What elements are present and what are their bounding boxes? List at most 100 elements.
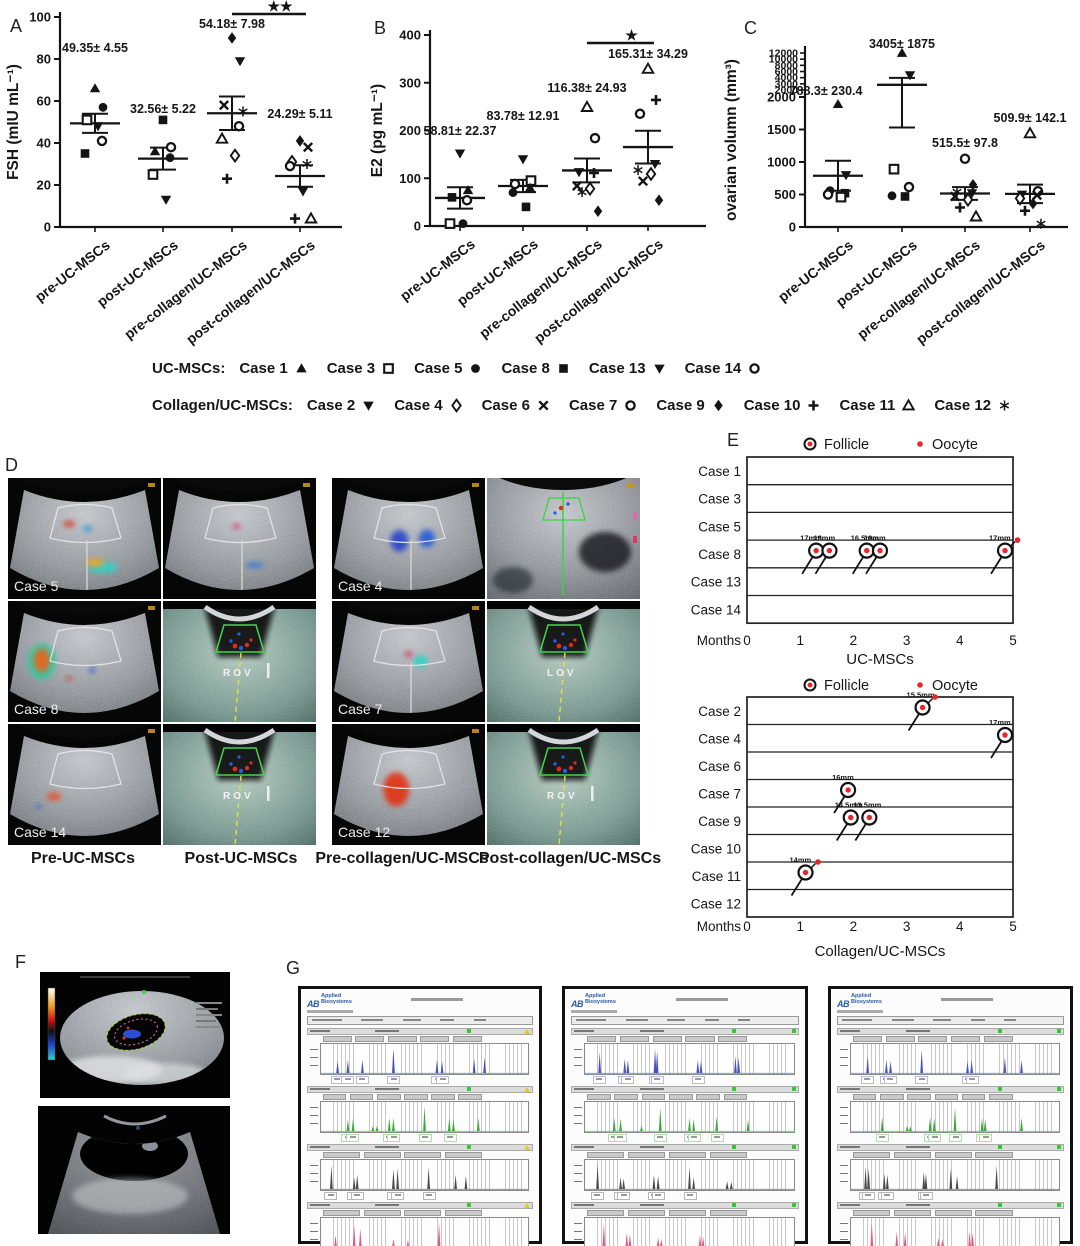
doppler-flow-blob bbox=[82, 525, 93, 532]
marker-tdf-icon bbox=[653, 364, 665, 374]
marker-tuf-icon bbox=[296, 362, 307, 372]
marker-circle-open bbox=[165, 141, 177, 153]
svg-text:8000: 8000 bbox=[775, 60, 799, 72]
mean-sem-label: 49.35± 4.55 bbox=[62, 41, 128, 55]
follicle-size-label: 14mm bbox=[790, 856, 812, 865]
svg-text:400: 400 bbox=[399, 28, 421, 43]
guide-dashed-line bbox=[558, 775, 566, 845]
measure-bar bbox=[591, 786, 594, 801]
roi-trapezoid-outline bbox=[373, 626, 446, 667]
marker-name-row bbox=[571, 1035, 799, 1042]
follicle-stem bbox=[907, 712, 921, 731]
marker-square-open bbox=[147, 169, 159, 180]
trace-plot bbox=[840, 1042, 1060, 1075]
oocyte-marker bbox=[1014, 537, 1021, 543]
track-info-bar bbox=[571, 1085, 799, 1093]
probe-arc bbox=[103, 1114, 167, 1126]
follicle-stem bbox=[865, 555, 878, 575]
marker-name-row bbox=[837, 1209, 1064, 1216]
marker-circle-filled bbox=[98, 102, 108, 112]
marker-diamond-open bbox=[229, 148, 241, 164]
trace-plot bbox=[310, 1216, 529, 1246]
months-axis-label: Months bbox=[697, 633, 742, 648]
marker-diamond-filled bbox=[654, 194, 664, 207]
mean-sem-label: 788.3± 230.4 bbox=[790, 84, 863, 98]
pregnancy-ultrasound-grayscale bbox=[38, 1106, 230, 1234]
timeline-row-label: Case 4 bbox=[698, 731, 741, 746]
marker-diamond-filled bbox=[295, 135, 305, 147]
electropherogram-track bbox=[307, 1143, 533, 1200]
trace-plot bbox=[310, 1042, 529, 1075]
ab-logo-icon: AB bbox=[307, 999, 320, 1009]
marker-triangle-down-filled bbox=[517, 155, 529, 165]
marker-diamond-open bbox=[450, 397, 462, 413]
marker-circle-open bbox=[509, 178, 521, 190]
panel-a-label: A bbox=[10, 16, 23, 36]
doppler-flow-blob bbox=[86, 558, 105, 567]
case-label: Case 8 bbox=[14, 701, 59, 717]
timeline-row-label: Case 13 bbox=[691, 575, 741, 590]
marker-name-row bbox=[571, 1151, 799, 1158]
roi-trapezoid-outline bbox=[49, 626, 122, 667]
ultrasound-pre-image: Case 8 bbox=[8, 601, 161, 722]
ultrasound-bright-image bbox=[487, 478, 640, 599]
marker-name-row bbox=[571, 1093, 799, 1100]
trace-plot bbox=[574, 1158, 795, 1191]
marker-circle-open bbox=[284, 160, 296, 172]
marker-x bbox=[218, 100, 230, 111]
timeline-row-label: Case 3 bbox=[698, 492, 741, 507]
marker-ast-icon bbox=[999, 400, 1010, 410]
marker-square-open bbox=[888, 163, 900, 175]
marker-triangle-up-open bbox=[1023, 126, 1037, 139]
roi-trapezoid-outline bbox=[373, 503, 446, 544]
legend-case-label: Case 4 bbox=[394, 396, 443, 414]
marker-name-row bbox=[307, 1093, 533, 1100]
probe-arc bbox=[203, 604, 276, 622]
allele-call-row bbox=[320, 1133, 529, 1142]
svg-text:1000: 1000 bbox=[767, 155, 796, 170]
legend-case-label: Case 10 bbox=[743, 396, 801, 414]
trace-plot bbox=[310, 1100, 529, 1133]
green-pass-icon bbox=[997, 1086, 1002, 1091]
marker-square-filled bbox=[80, 149, 90, 158]
marker-diamond-open bbox=[962, 192, 974, 208]
ovary-side-label: ROV bbox=[547, 791, 578, 802]
marker-triangle-down-filled bbox=[573, 168, 585, 178]
fetal-doppler-blob bbox=[123, 1029, 141, 1039]
doppler-box bbox=[214, 624, 266, 653]
collagen-uc-mscs-follicle-timeline: Follicle Oocyte Case 2 Case 4 Case 6 Case 7 Ca… bbox=[690, 675, 1080, 967]
follicle-size-label: 17mm bbox=[989, 534, 1011, 543]
timeline-row-label: Case 1 bbox=[698, 464, 741, 479]
marker-triangle-up-open bbox=[580, 99, 594, 112]
ultrasound-cell-case-4: Case 4 bbox=[332, 478, 485, 599]
marker-triangle-up-filled bbox=[832, 98, 844, 109]
svg-text:500: 500 bbox=[774, 187, 796, 202]
follicle-stem bbox=[990, 555, 1003, 575]
svg-text:40: 40 bbox=[37, 136, 51, 151]
ultrasound-pre-image: Case 4 bbox=[332, 478, 485, 599]
case-label: Case 5 bbox=[14, 578, 59, 594]
electropherogram-track bbox=[307, 1027, 533, 1084]
follicle-stem bbox=[835, 822, 849, 841]
oocyte-legend-label: Oocyte bbox=[932, 678, 978, 694]
marker-diamond-filled bbox=[593, 205, 603, 217]
marker-cif-icon bbox=[471, 363, 481, 373]
track-info-bar bbox=[571, 1201, 799, 1209]
y-axis-title: E2 (pg mL⁻¹) bbox=[369, 84, 386, 177]
ultrasound-cell-0-3 bbox=[487, 478, 640, 599]
probe-arc bbox=[527, 727, 600, 745]
svg-text:1500: 1500 bbox=[767, 122, 796, 137]
green-pass-icon bbox=[997, 1202, 1002, 1207]
marker-diamond-filled bbox=[968, 178, 978, 191]
doppler-flow-blob bbox=[89, 667, 96, 673]
legend-case-label: Case 2 bbox=[306, 396, 356, 414]
yellow-flag-icon bbox=[524, 1086, 530, 1092]
tl_col-svg: Follicle Oocyte Case 2 Case 4 Case 6 Case 7 Ca… bbox=[691, 678, 1017, 960]
significance-stars: ★ bbox=[625, 27, 638, 43]
marker-plus bbox=[955, 202, 965, 213]
marker-square-open bbox=[383, 362, 394, 374]
marker-circle-open bbox=[822, 189, 834, 200]
allele-call-row bbox=[584, 1191, 795, 1200]
legend-row1-title: UC-MSCs: bbox=[152, 359, 226, 377]
